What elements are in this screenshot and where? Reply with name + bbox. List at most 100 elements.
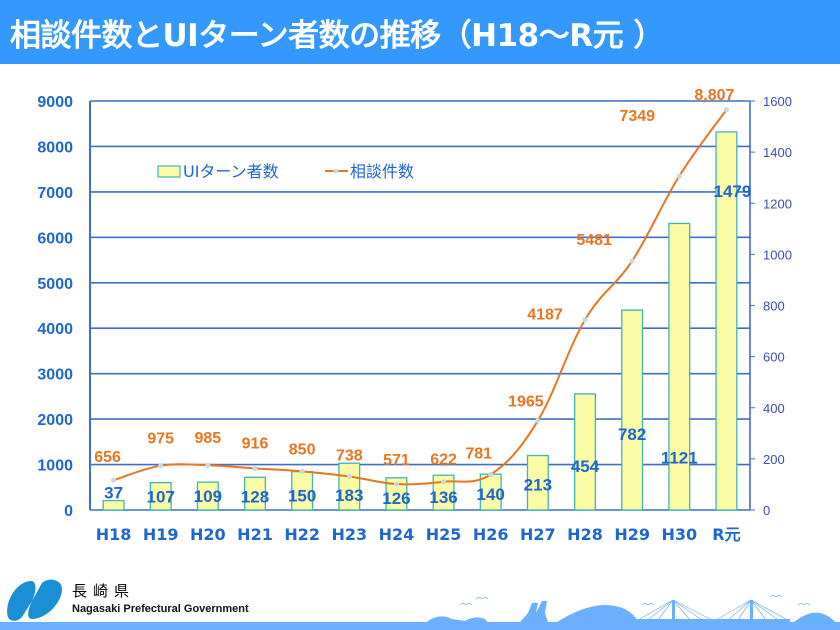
line-data-label: 622	[430, 452, 457, 469]
bar-data-label: 109	[194, 487, 222, 506]
right-axis-tick-label: 1000	[763, 247, 792, 262]
footer-strip	[0, 622, 840, 630]
bar-uiturn	[385, 477, 408, 511]
bird-icon	[475, 597, 489, 600]
line-marker	[629, 258, 635, 264]
left-axis-tick-label: 1000	[37, 458, 73, 475]
x-axis-tick-label: H25	[426, 525, 462, 544]
bar-data-label: 140	[477, 485, 505, 504]
bridge-deck	[635, 619, 790, 622]
x-axis-tick-label: H29	[614, 525, 650, 544]
right-axis-tick-label: 1600	[763, 94, 792, 109]
legend: UIターン者数 相談件数	[157, 162, 414, 181]
right-axis-tick-label: 400	[763, 401, 785, 416]
right-axis-tick-label: 0	[763, 503, 770, 518]
left-axis-tick-label: 2000	[37, 412, 73, 429]
bar-uiturn	[196, 481, 219, 511]
line-data-label: 975	[147, 431, 174, 448]
bar-data-label: 150	[288, 487, 316, 506]
x-axis-tick-label: H21	[237, 525, 273, 544]
line-data-label: 781	[465, 446, 492, 463]
left-axis-tick-label: 0	[64, 503, 73, 520]
bar-uiturn	[621, 309, 644, 511]
line-data-label: 656	[94, 449, 121, 466]
bar-data-label: 128	[241, 487, 269, 506]
bird-icon	[641, 603, 655, 606]
bar-data-label: 1479	[714, 182, 752, 201]
bird-icon	[769, 595, 783, 598]
bar-uiturn	[573, 393, 597, 511]
right-axis-tick-label: 800	[763, 299, 785, 314]
x-axis-tick-label: H28	[567, 525, 603, 544]
bar-data-label: 37	[104, 484, 123, 503]
bar-layer	[102, 131, 738, 511]
bar-data-label: 107	[147, 488, 175, 507]
x-axis-tick-label: H26	[473, 525, 509, 544]
bar-data-label: 183	[335, 486, 363, 505]
ship-icon	[505, 601, 548, 627]
bar-uiturn	[715, 131, 738, 511]
line-marker	[393, 481, 400, 487]
line-data-label: 4187	[527, 307, 563, 324]
bar-data-label: 454	[571, 457, 600, 476]
line-marker	[299, 468, 305, 474]
line-data-label: 5481	[576, 232, 612, 249]
right-axis-tick-label: 600	[763, 350, 785, 365]
line-marker	[488, 471, 494, 478]
bar-data-label: 1121	[661, 448, 698, 467]
line-data-label: 916	[242, 435, 269, 452]
line-marker	[158, 463, 164, 469]
x-axis-tick-label: H18	[96, 525, 132, 544]
legend-line-label: 相談件数	[350, 162, 414, 181]
line-data-label: 1965	[508, 394, 544, 411]
combo-chart: 0 1000 2000 3000 4000 5000 6000 7000 8000 9000 0 20…	[37, 87, 792, 544]
legend-line-marker	[333, 168, 339, 174]
line-data-label: 850	[289, 441, 316, 458]
line-data-label: 8,807	[694, 87, 734, 104]
bar-uiturn	[243, 476, 267, 511]
line-data-label: 571	[383, 452, 410, 469]
line-marker	[252, 465, 258, 471]
x-axis-tick-label: R元	[712, 525, 740, 544]
title-bar: 相談件数とUIターン者数の推移（H18～R元 ）	[0, 0, 840, 64]
line-marker	[440, 479, 447, 485]
left-axis-tick-label: 7000	[37, 185, 73, 202]
x-axis-tick-label: H30	[661, 525, 697, 544]
bar-data-label: 782	[618, 425, 646, 444]
line-data-label: 7349	[619, 108, 655, 125]
bird-icon	[459, 603, 473, 606]
line-marker	[723, 107, 730, 113]
right-axis-tick-label: 1400	[763, 145, 792, 160]
left-axis-tick-label: 8000	[37, 139, 73, 156]
legend-bar-label: UIターン者数	[183, 162, 279, 181]
line-marker	[676, 173, 682, 179]
line-data-label: 738	[336, 447, 363, 464]
bar-uiturn	[526, 454, 549, 511]
legend-bar-swatch	[157, 165, 181, 178]
line-marker	[535, 418, 541, 424]
bird-icon	[797, 603, 811, 606]
label-layer: 656 975 985 916 850 738 571 622 781 1965 4187 5481 7…	[94, 87, 751, 508]
right-axis-tick-label: 200	[763, 452, 785, 467]
bridge-tower-1	[672, 600, 675, 630]
bar-uiturn	[149, 481, 172, 511]
page-title: 相談件数とUIターン者数の推移（H18～R元 ）	[10, 18, 664, 54]
bar-uiturn	[432, 474, 455, 511]
bar-data-label: 213	[524, 476, 552, 495]
line-marker	[110, 477, 117, 483]
x-axis-tick-label: H19	[143, 525, 179, 544]
nagasaki-logo-icon	[7, 579, 62, 621]
line-marker	[205, 462, 211, 468]
left-axis-tick-label: 3000	[37, 367, 73, 384]
bar-uiturn	[668, 222, 691, 511]
org-name-en: Nagasaki Prefectural Government	[72, 603, 249, 615]
bar-data-label: 126	[382, 489, 410, 508]
x-axis-tick-label: H20	[190, 525, 226, 544]
right-axis-tick-label: 1200	[763, 196, 792, 211]
x-axis-tick-label: H27	[520, 525, 556, 544]
axis-layer: 0 1000 2000 3000 4000 5000 6000 7000 8000 9000 0 20…	[37, 94, 792, 544]
bar-uiturn	[102, 499, 125, 511]
left-axis-tick-label: 4000	[37, 321, 73, 338]
x-axis-tick-label: H24	[379, 525, 415, 544]
line-layer	[110, 107, 730, 487]
